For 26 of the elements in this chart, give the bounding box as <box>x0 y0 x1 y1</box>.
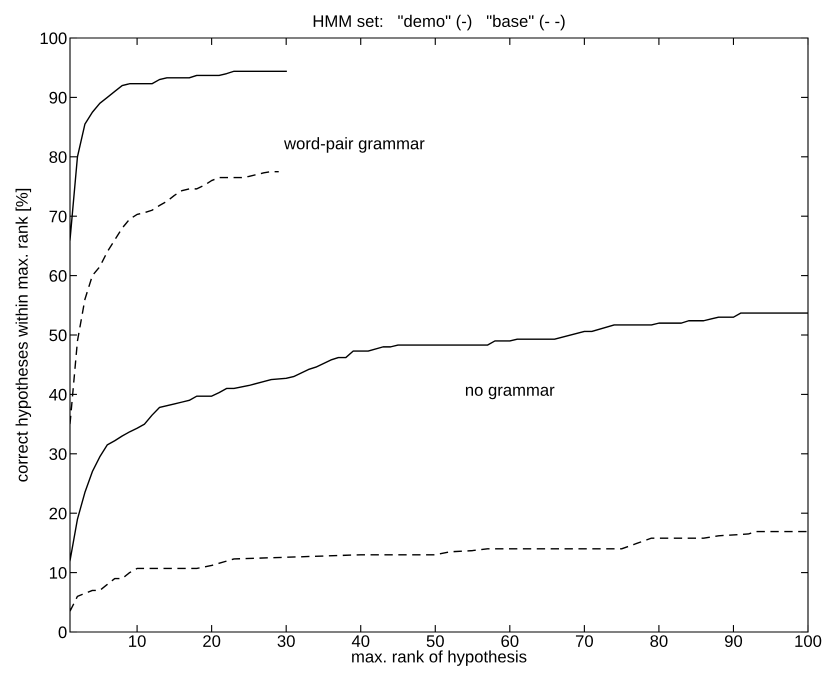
x-tick-label: 70 <box>576 635 593 648</box>
y-tick-label: 10 <box>50 567 67 579</box>
y-tick-label: 100 <box>40 32 67 44</box>
x-tick-label: 50 <box>426 635 444 648</box>
x-tick-label: 90 <box>724 635 742 648</box>
annotation: no grammar <box>466 386 554 400</box>
annotation: word-pair grammar <box>284 137 425 153</box>
x-axis-title: max. rank of hypothesis <box>352 650 526 666</box>
x-tick-label: 10 <box>129 635 146 648</box>
y-tick-label: 70 <box>50 210 67 222</box>
x-tick-label: 80 <box>650 635 668 648</box>
x-tick-label: 20 <box>203 635 220 648</box>
x-tick-label: 100 <box>795 635 822 648</box>
y-axis-title: correct hypotheses within max. rank [%] <box>16 188 32 482</box>
y-tick-label: 50 <box>49 329 67 342</box>
y-tick-label: 40 <box>49 388 67 401</box>
chart-title: HMM set: "demo" (-) "base" (- -) <box>314 14 565 30</box>
y-tick-label: 60 <box>50 270 67 282</box>
y-tick-label: 90 <box>49 92 67 104</box>
y-tick-label: 0 <box>58 626 67 638</box>
y-tick-label: 80 <box>49 151 67 164</box>
x-tick-label: 30 <box>278 635 295 648</box>
x-tick-label: 40 <box>352 635 370 648</box>
y-tick-label: 30 <box>49 448 67 460</box>
y-tick-label: 20 <box>50 508 67 520</box>
x-tick-label: 60 <box>501 635 518 648</box>
